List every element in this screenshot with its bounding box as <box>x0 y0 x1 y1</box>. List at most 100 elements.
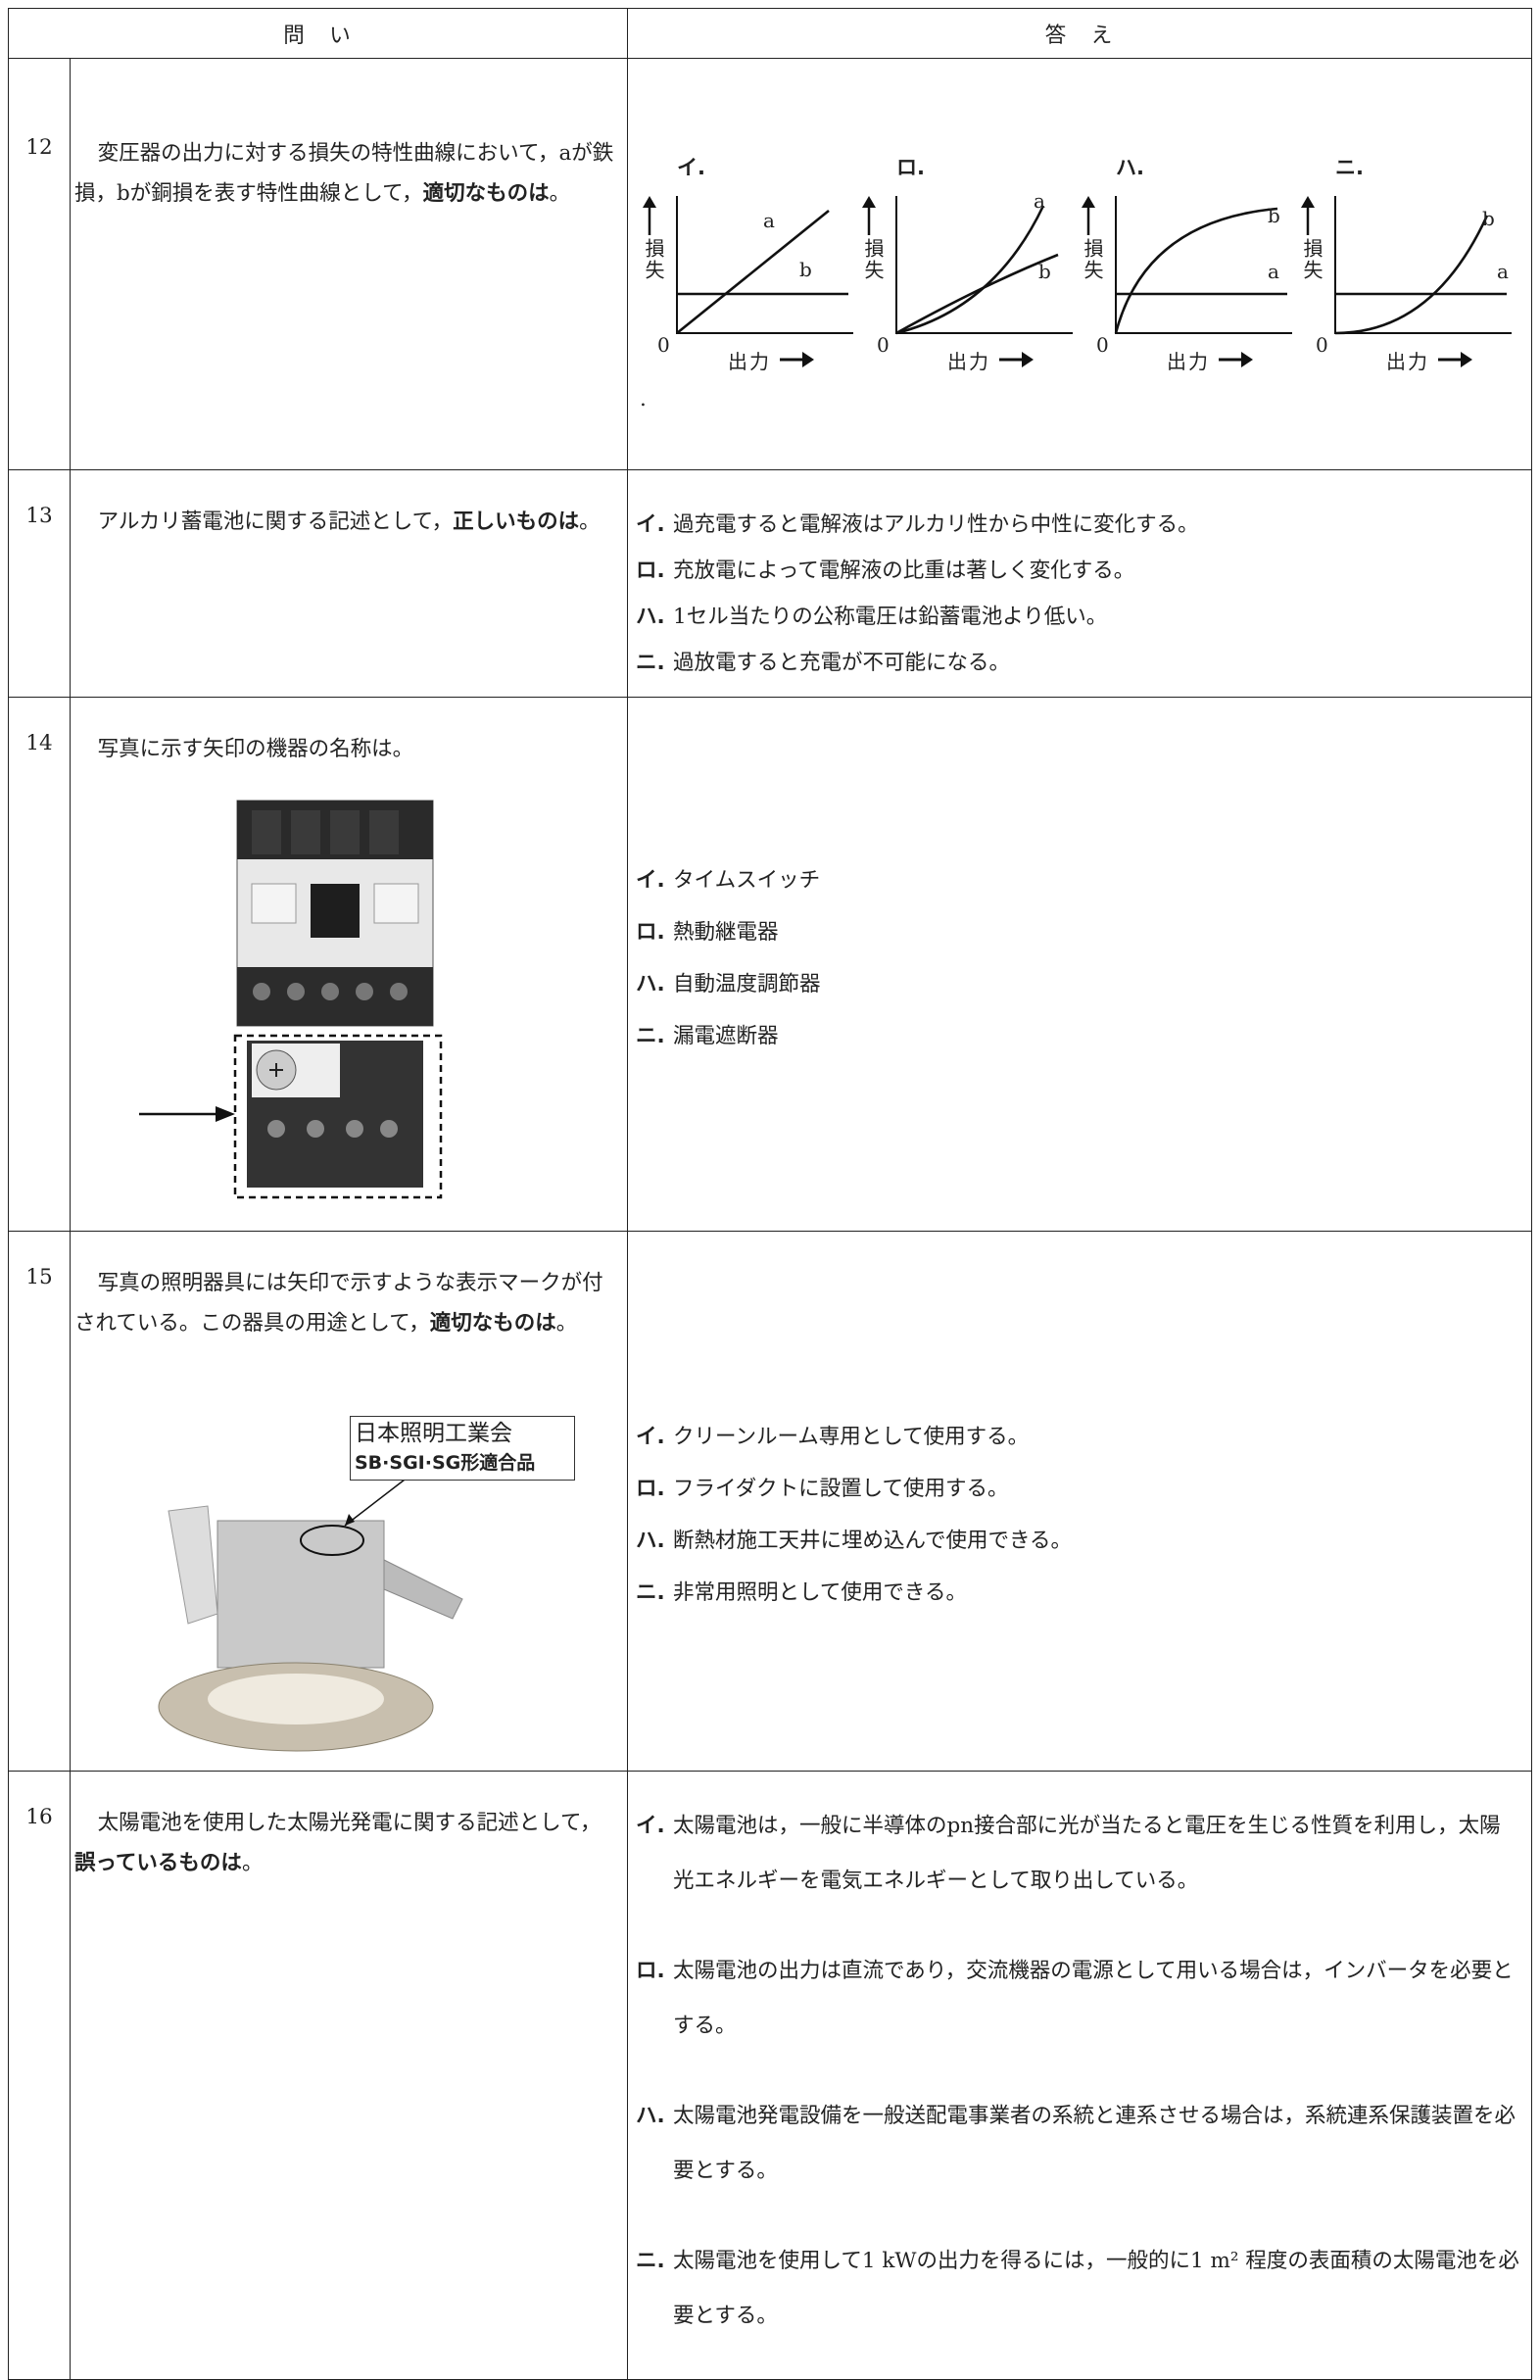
choice-label: イ. <box>636 868 665 893</box>
question-cell: 太陽電池を使用した太陽光発電に関する記述として， 誤っているものは。 <box>69 1771 629 2380</box>
mark-label: 日本照明工業会 SB·SGI·SG形適合品 <box>350 1416 575 1481</box>
graphs: イ. 損失 0 出力 a b ロ. 損失 0 出力 a b ハ. 損失 0 出力 a b ニ. 損失 0 出力 a b <box>638 152 1519 373</box>
answer-cell: イ. 太陽電池は，一般に半導体のpn接合部に光が当たると電圧を生じる性質を利用し，… <box>627 1771 1533 2380</box>
choice: ロ. フライダクトに設置して使用する。 <box>636 1463 1525 1515</box>
arrowhead <box>1241 352 1254 367</box>
choice-text: 太陽電池の出力は直流であり，交流機器の電源として用いる場合は，インバータを必要と… <box>673 1959 1514 2038</box>
choice-label: ロ. <box>636 559 665 583</box>
exam-table: 問 い 答 え 12 変圧器の出力に対する損失の特性曲線において，aが鉄損，bが… <box>7 8 1533 2380</box>
choice-label: ハ. <box>636 1529 665 1553</box>
choice-text: 断熱材施工天井に埋め込んで使用できる。 <box>673 1529 1073 1553</box>
question-text: 変圧器の出力に対する損失の特性曲線において，aが鉄損，bが銅損を表す特性曲線とし… <box>71 59 627 214</box>
answer-cell: イ. クリーンルーム専用として使用する。 ロ. フライダクトに設置して使用する。ハ. 断… <box>627 1231 1533 1772</box>
graph-label: ハ. <box>1116 156 1144 179</box>
arrowhead <box>1082 196 1096 208</box>
choice: ロ. 熱動継電器 <box>636 906 1525 958</box>
text: 。 <box>579 510 601 534</box>
answer-cell: イ. 損失 0 出力 a b ロ. 損失 0 出力 a b ハ. 損失 0 出力 a b ニ. 損失 0 出力 a b . <box>627 58 1533 470</box>
emphasis: 適切なものは <box>422 181 550 206</box>
choice-text: フライダクトに設置して使用する。 <box>673 1477 1009 1501</box>
choice-text: 熱動継電器 <box>673 920 779 945</box>
choice-text: 自動温度調節器 <box>673 972 821 996</box>
curve-label: a <box>1497 260 1509 283</box>
question-text: アルカリ蓄電池に関する記述として，正しいものは。 <box>71 470 627 542</box>
curve-label: a <box>763 209 775 232</box>
header-question: 問 い <box>7 8 629 59</box>
y-axis-label: 損失 <box>1081 238 1105 281</box>
choice: ハ. 自動温度調節器 <box>636 958 1525 1010</box>
graph-label: ロ. <box>896 156 925 179</box>
question-number: 15 <box>8 1231 71 1772</box>
graph-lines <box>1082 196 1293 367</box>
arrowhead <box>862 196 877 208</box>
choice: ロ. 充放電によって電解液の比重は著しく変化する。 <box>636 548 1525 594</box>
graph: ロ. 損失 0 出力 a b <box>857 152 1079 373</box>
graph-label: イ. <box>677 156 705 179</box>
origin: 0 <box>877 333 890 357</box>
choice-label: ニ. <box>636 1024 665 1048</box>
y-axis-label: 損失 <box>642 238 666 281</box>
choice: ハ. 断熱材施工天井に埋め込んで使用できる。 <box>636 1515 1525 1567</box>
choice-text: 太陽電池発電設備を一般送配電事業者の系統と連系させる場合は，系統連系保護装置を必… <box>673 2104 1516 2183</box>
choice: イ. クリーンルーム専用として使用する。 <box>636 1411 1525 1463</box>
page-body: 問 い 答 え 12 変圧器の出力に対する損失の特性曲線において，aが鉄損，bが… <box>7 8 1533 2380</box>
question-row: 15 写真の照明器具には矢印で示すような表示マークが付されている。この器具の用途… <box>8 1231 1533 1772</box>
origin: 0 <box>1096 333 1109 357</box>
line <box>1335 215 1489 335</box>
question-row: 12 変圧器の出力に対する損失の特性曲線において，aが鉄損，bが銅損を表す特性曲… <box>8 58 1533 470</box>
question-number: 16 <box>8 1771 71 2380</box>
choices: イ. 過充電すると電解液はアルカリ性から中性に変化する。ロ. 充放電によって電解液の… <box>628 470 1531 686</box>
mark-label-line: 日本照明工業会 <box>355 1421 512 1446</box>
text: 写真の照明器具には矢印で示すような表示マークが付されている。この器具の用途として… <box>74 1271 603 1336</box>
question-text: 写真の照明器具には矢印で示すような表示マークが付されている。この器具の用途として… <box>71 1232 627 1343</box>
question-cell: 写真の照明器具には矢印で示すような表示マークが付されている。この器具の用途として… <box>69 1231 629 1772</box>
graph-lines <box>862 196 1074 367</box>
graph-label: ニ. <box>1335 156 1364 179</box>
mark-label-line: SB·SGI·SG形適合品 <box>355 1452 536 1474</box>
question-cell: 写真に示す矢印の機器の名称は。 <box>69 697 629 1232</box>
choice-text: 非常用照明として使用できる。 <box>673 1580 967 1605</box>
choice: イ. 過充電すると電解液はアルカリ性から中性に変化する。 <box>636 502 1525 548</box>
choice-label: ハ. <box>636 972 665 996</box>
text: 。 <box>549 181 571 206</box>
header-row: 問 い 答 え <box>7 8 1533 59</box>
choice-text: 1セル当たりの公称電圧は鉛蓄電池より低い。 <box>673 605 1108 629</box>
answer-cell: イ. タイムスイッチ ロ. 熱動継電器 ハ. 自動温度調節器 ニ. 漏電遮断器 <box>627 697 1533 1232</box>
curve-label: b <box>1268 204 1280 227</box>
choice-text: 充放電によって電解液の比重は著しく変化する。 <box>673 559 1135 583</box>
text: 。 <box>241 1851 264 1875</box>
question-number: 14 <box>8 697 71 1232</box>
photo-thermal-relay <box>139 800 443 1199</box>
choice: ハ. 1セル当たりの公称電圧は鉛蓄電池より低い。 <box>636 594 1525 640</box>
choice-text: 過放電すると充電が不可能になる。 <box>673 651 1011 675</box>
x-axis-label: 出力 <box>947 350 991 373</box>
question-text: 写真に示す矢印の機器の名称は。 <box>71 698 627 769</box>
choices: イ. クリーンルーム専用として使用する。 ロ. フライダクトに設置して使用する。ハ. 断… <box>628 1384 1531 1619</box>
choice-label: イ. <box>636 1814 665 1838</box>
arrowhead <box>1022 352 1035 367</box>
choice-text: 漏電遮断器 <box>673 1024 779 1048</box>
text: 写真に示す矢印の機器の名称は。 <box>97 737 414 761</box>
question-number: 12 <box>8 58 71 470</box>
choice-text: クリーンルーム専用として使用する。 <box>673 1425 1030 1449</box>
y-axis-label: 損失 <box>861 238 886 281</box>
text: 太陽電池を使用した太陽光発電に関する記述として， <box>97 1811 602 1835</box>
choice-label: ロ. <box>636 920 665 945</box>
origin: 0 <box>657 333 670 357</box>
line <box>1114 207 1278 334</box>
question-row: 14 写真に示す矢印の機器の名称は。 イ. タイムスイッチ ロ. 熱動継電器 ハ. 自動温… <box>8 697 1533 1232</box>
choice: ロ. 太陽電池の出力は直流であり，交流機器の電源として用いる場合は，インバータを必… <box>636 1944 1521 2054</box>
curve-label: b <box>1482 207 1495 230</box>
question-number: 13 <box>8 469 71 698</box>
arrowhead <box>1301 196 1316 208</box>
x-axis-label: 出力 <box>728 350 772 373</box>
photo-light-fixture <box>158 1476 463 1752</box>
line <box>676 209 830 335</box>
answer-cell: イ. 過充電すると電解液はアルカリ性から中性に変化する。ロ. 充放電によって電解液の… <box>627 469 1533 698</box>
graph: イ. 損失 0 出力 a b <box>638 152 859 373</box>
curve-label: a <box>1034 189 1045 213</box>
choices: イ. 太陽電池は，一般に半導体のpn接合部に光が当たると電圧を生じる性質を利用し，… <box>628 1772 1531 2344</box>
choice-text: 太陽電池を使用して1 kWの出力を得るには，一般的に1 m² 程度の表面積の太陽… <box>673 2249 1519 2328</box>
choice-label: ニ. <box>636 651 665 675</box>
emphasis: 誤っているものは <box>74 1851 242 1875</box>
